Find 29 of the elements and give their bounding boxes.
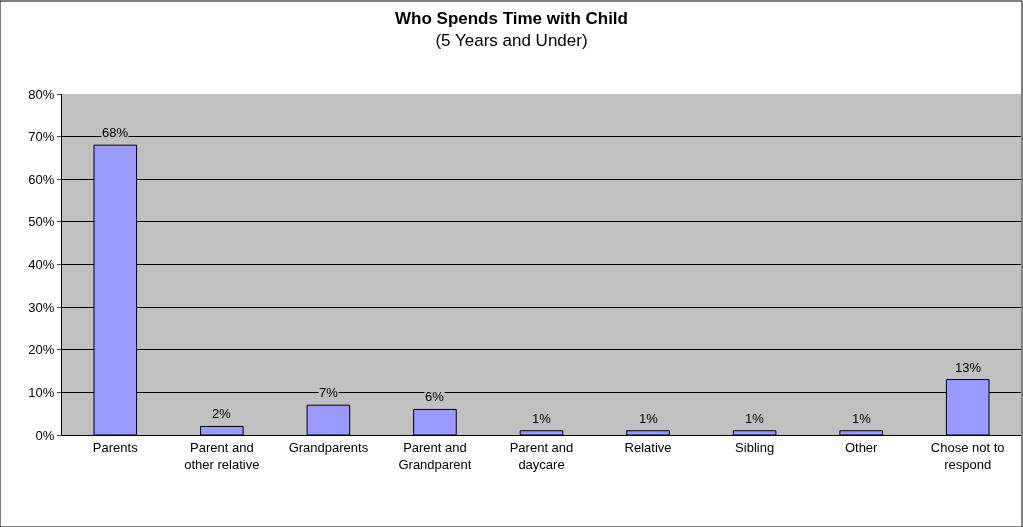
chart-subtitle: (5 Years and Under) — [435, 30, 588, 50]
y-tick-label: 20% — [28, 342, 55, 358]
x-tick-label: Sibling — [735, 439, 775, 455]
data-label: 1% — [639, 411, 659, 426]
x-tick-label: Parent and Grandparent — [398, 439, 472, 472]
y-tick-label: 70% — [28, 129, 55, 145]
y-tick-label: 30% — [28, 299, 55, 315]
data-label: 68% — [102, 125, 129, 140]
y-tick-label: 50% — [28, 214, 55, 230]
x-tick-label: Parents — [92, 439, 139, 455]
data-label: 1% — [852, 411, 872, 426]
data-label: 1% — [745, 411, 765, 426]
x-tick-label: Parent and daycare — [509, 439, 574, 472]
y-tick-label: 10% — [28, 384, 55, 400]
data-label: 2% — [212, 406, 232, 421]
y-tick-label: 80% — [28, 86, 55, 102]
x-tick-label: Grandparents — [288, 439, 369, 455]
chart-title: Who Spends Time with Child — [395, 8, 628, 28]
y-tick-label: 40% — [28, 257, 55, 273]
y-tick-label: 0% — [35, 427, 55, 443]
data-label: 6% — [425, 389, 445, 404]
data-label: 7% — [319, 385, 339, 400]
x-tick-label: Parent and other relative — [184, 439, 260, 472]
x-tick-label: Other — [844, 439, 879, 455]
x-tick-label: Relative — [624, 439, 672, 455]
x-tick-label: Chose not to respond — [930, 439, 1005, 472]
data-label: 13% — [955, 360, 982, 375]
data-label: 1% — [532, 411, 552, 426]
y-tick-label: 60% — [28, 171, 55, 187]
